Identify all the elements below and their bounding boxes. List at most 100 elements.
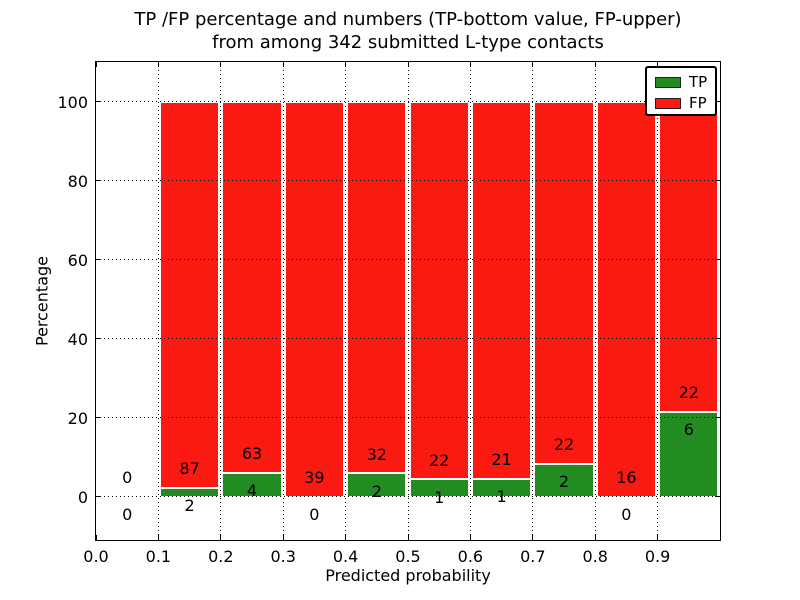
chart-title-line2: from among 342 submitted L-type contacts [212, 32, 604, 53]
y-tick-mark [96, 259, 101, 261]
legend-entry-tp: TP [655, 74, 715, 91]
y-tick-mark-right [715, 180, 720, 181]
bar-fp-segment [347, 101, 407, 474]
tp-count-label: 0 [122, 505, 133, 525]
legend-swatch-tp-icon [655, 77, 681, 88]
y-tick-label: 100 [57, 92, 88, 112]
v-gridline [220, 62, 222, 540]
legend-swatch-fp-icon [655, 98, 681, 109]
tp-count-label: 2 [371, 481, 382, 501]
tp-count-label: 2 [184, 496, 195, 516]
x-tick-mark [345, 535, 347, 540]
y-tick-mark [96, 101, 101, 102]
y-tick-label: 60 [67, 250, 88, 270]
x-tick-mark [95, 535, 97, 540]
bar-fp-segment [222, 101, 282, 473]
bar-fp-segment [471, 101, 532, 479]
plot-area [95, 61, 721, 541]
fp-count-label: 22 [553, 435, 575, 455]
tp-count-label: 1 [496, 487, 507, 507]
x-tick-mark [220, 535, 222, 540]
x-tick-mark-top [282, 62, 284, 67]
x-tick-mark [594, 535, 596, 540]
bar-fp-segment [284, 101, 345, 497]
bar-tp-segment [659, 411, 719, 497]
tp-count-label: 1 [434, 487, 445, 507]
x-tick-mark-top [220, 62, 222, 67]
v-gridline [345, 62, 347, 540]
x-tick-mark-top [157, 62, 159, 67]
y-tick-label: 20 [67, 408, 88, 428]
chart-title-line1: TP /FP percentage and numbers (TP-bottom… [134, 9, 682, 30]
x-tick-label: 0.4 [332, 547, 359, 566]
y-tick-label: 80 [67, 171, 88, 191]
v-gridline [469, 62, 471, 540]
x-tick-label: 0.1 [145, 547, 172, 566]
bar-tp-segment [409, 479, 469, 497]
bar-tp-segment [347, 473, 407, 497]
legend: TP FP [645, 66, 717, 116]
fp-count-label: 16 [616, 468, 637, 488]
bar-fp-segment [409, 101, 469, 480]
x-tick-mark [657, 535, 659, 540]
y-tick-mark-right [715, 101, 720, 102]
y-tick-mark-right [715, 417, 720, 419]
x-tick-mark [469, 535, 471, 540]
fp-count-label: 22 [678, 383, 699, 403]
x-tick-mark-top [594, 62, 596, 67]
bar-fp-segment [534, 101, 594, 464]
y-tick-label: 0 [77, 487, 88, 507]
legend-label-fp: FP [689, 94, 707, 112]
x-tick-mark [282, 535, 284, 540]
x-tick-label: 0.6 [457, 547, 484, 566]
tp-count-label: 0 [309, 505, 320, 525]
x-tick-mark-top [657, 62, 659, 67]
x-tick-mark-top [532, 62, 534, 67]
x-tick-label: 0.3 [270, 547, 296, 566]
x-tick-label: 0.5 [395, 547, 421, 566]
fp-count-label: 0 [122, 468, 133, 488]
fp-count-label: 22 [429, 450, 450, 470]
y-tick-label: 40 [67, 329, 88, 349]
v-gridline [282, 62, 284, 540]
x-tick-mark [407, 535, 409, 540]
x-tick-mark [532, 535, 534, 540]
x-tick-label: 0.9 [644, 547, 671, 566]
v-gridline [532, 62, 534, 540]
fp-count-label: 32 [366, 444, 387, 464]
legend-label-tp: TP [689, 73, 708, 91]
x-axis-label: Predicted probability [325, 566, 491, 585]
bar-fp-segment [596, 101, 657, 497]
fp-count-label: 63 [241, 444, 263, 464]
legend-entry-fp: FP [655, 95, 715, 112]
chart-title: TP /FP percentage and numbers (TP-bottom… [96, 8, 720, 54]
x-tick-mark-top [95, 62, 97, 67]
x-tick-label: 0.0 [83, 547, 109, 566]
v-gridline [407, 62, 409, 540]
x-tick-label: 0.2 [208, 547, 234, 566]
y-tick-mark-right [715, 338, 720, 340]
bar-fp-segment [159, 101, 220, 488]
x-tick-label: 0.7 [520, 547, 546, 566]
y-tick-mark [96, 496, 101, 498]
y-tick-mark [96, 417, 101, 419]
x-tick-mark [157, 535, 159, 540]
fp-count-label: 39 [304, 468, 325, 488]
tp-count-label: 4 [246, 481, 258, 501]
x-tick-mark-top [469, 62, 471, 67]
v-gridline [657, 62, 659, 540]
fp-count-label: 21 [491, 450, 512, 470]
y-tick-mark [96, 180, 101, 181]
fp-count-label: 87 [179, 459, 200, 479]
tp-count-label: 2 [558, 472, 570, 492]
v-gridline [157, 62, 159, 540]
bar-fp-segment [659, 101, 719, 412]
y-tick-mark-right [715, 259, 720, 261]
x-tick-mark-top [345, 62, 347, 67]
x-tick-mark-top [407, 62, 409, 67]
v-gridline [594, 62, 596, 540]
y-tick-mark [96, 338, 101, 340]
x-tick-label: 0.8 [582, 547, 608, 566]
tp-count-label: 0 [621, 505, 632, 525]
